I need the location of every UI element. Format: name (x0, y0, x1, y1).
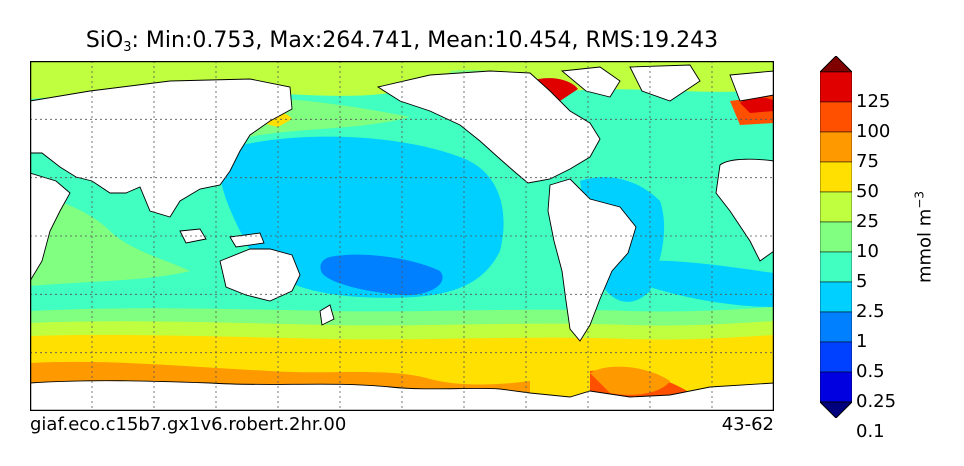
colorbar-tick-label: 5 (856, 271, 868, 292)
colorbar-segment (820, 311, 852, 343)
band-south-atlantic-cyan (640, 260, 774, 307)
colorbar-tick-label: 25 (856, 211, 879, 232)
colorbar-segment (820, 101, 852, 133)
land-australia (219, 248, 301, 302)
colorbar-segment (820, 341, 852, 373)
land-africa-east (30, 172, 71, 282)
title-prefix: SiO (85, 28, 124, 53)
land-new-guinea (229, 232, 265, 248)
land-greenland-west (560, 66, 621, 98)
land-greenland (629, 64, 701, 102)
colorbar-extend-max (820, 56, 852, 73)
colorbar-tick-label: 1 (856, 331, 868, 352)
title-stats: : Min:0.753, Max:264.741, Mean:10.454, R… (131, 28, 719, 53)
land-europe-north (729, 70, 774, 102)
colorbar (820, 56, 852, 418)
colorbar-segment (820, 131, 852, 163)
colorbar-tick-label: 125 (856, 91, 891, 112)
title-subscript: 3 (123, 40, 132, 55)
colorbar-extend-min (820, 401, 852, 418)
map-panel (30, 61, 774, 411)
colorbar-tick-label: 0.1 (856, 421, 885, 442)
colorbar-tick-label: 0.25 (856, 391, 897, 412)
colorbar-tick-label: 10 (856, 241, 879, 262)
arctic-darkred (740, 97, 774, 113)
land-new-zealand (319, 304, 335, 326)
map-frame (30, 61, 774, 411)
colorbar-tick-label: 100 (856, 121, 891, 142)
colorbar-tick-label: 0.5 (856, 361, 885, 382)
band-pacific-blue (320, 254, 443, 296)
land-north-america (376, 70, 601, 184)
colorbar-segment (820, 251, 852, 283)
band-indian-green (30, 191, 190, 286)
colorbar-segment (820, 161, 852, 193)
colorbar-title: mmol m−3 (913, 191, 936, 283)
colorbar-segment (820, 221, 852, 253)
run-id-label: giaf.eco.c15b7.gx1v6.robert.2hr.00 (30, 414, 347, 435)
map-title: SiO3: Min:0.753, Max:264.741, Mean:10.45… (30, 27, 774, 62)
colorbar-title-text: mmol m (914, 208, 936, 284)
land-eurasia (30, 78, 293, 218)
colorbar-title-exponent: −3 (912, 190, 927, 209)
ocean-map (30, 61, 774, 411)
depth-range-label: 43-62 (721, 414, 774, 435)
colorbar-segment (820, 71, 852, 103)
land-africa-west (715, 158, 774, 262)
colorbar-segment (820, 281, 852, 313)
land-borneo (179, 228, 207, 244)
colorbar-tick-label: 75 (856, 151, 879, 172)
graticule (30, 61, 774, 411)
colorbar-segment (820, 371, 852, 403)
colorbar-tick-label: 50 (856, 181, 879, 202)
colorbar-tick-label: 2.5 (856, 301, 885, 322)
land-south-america (547, 178, 637, 342)
land-masses (30, 64, 774, 411)
colorbar-segment (820, 191, 852, 223)
land-antarctica (30, 380, 774, 411)
